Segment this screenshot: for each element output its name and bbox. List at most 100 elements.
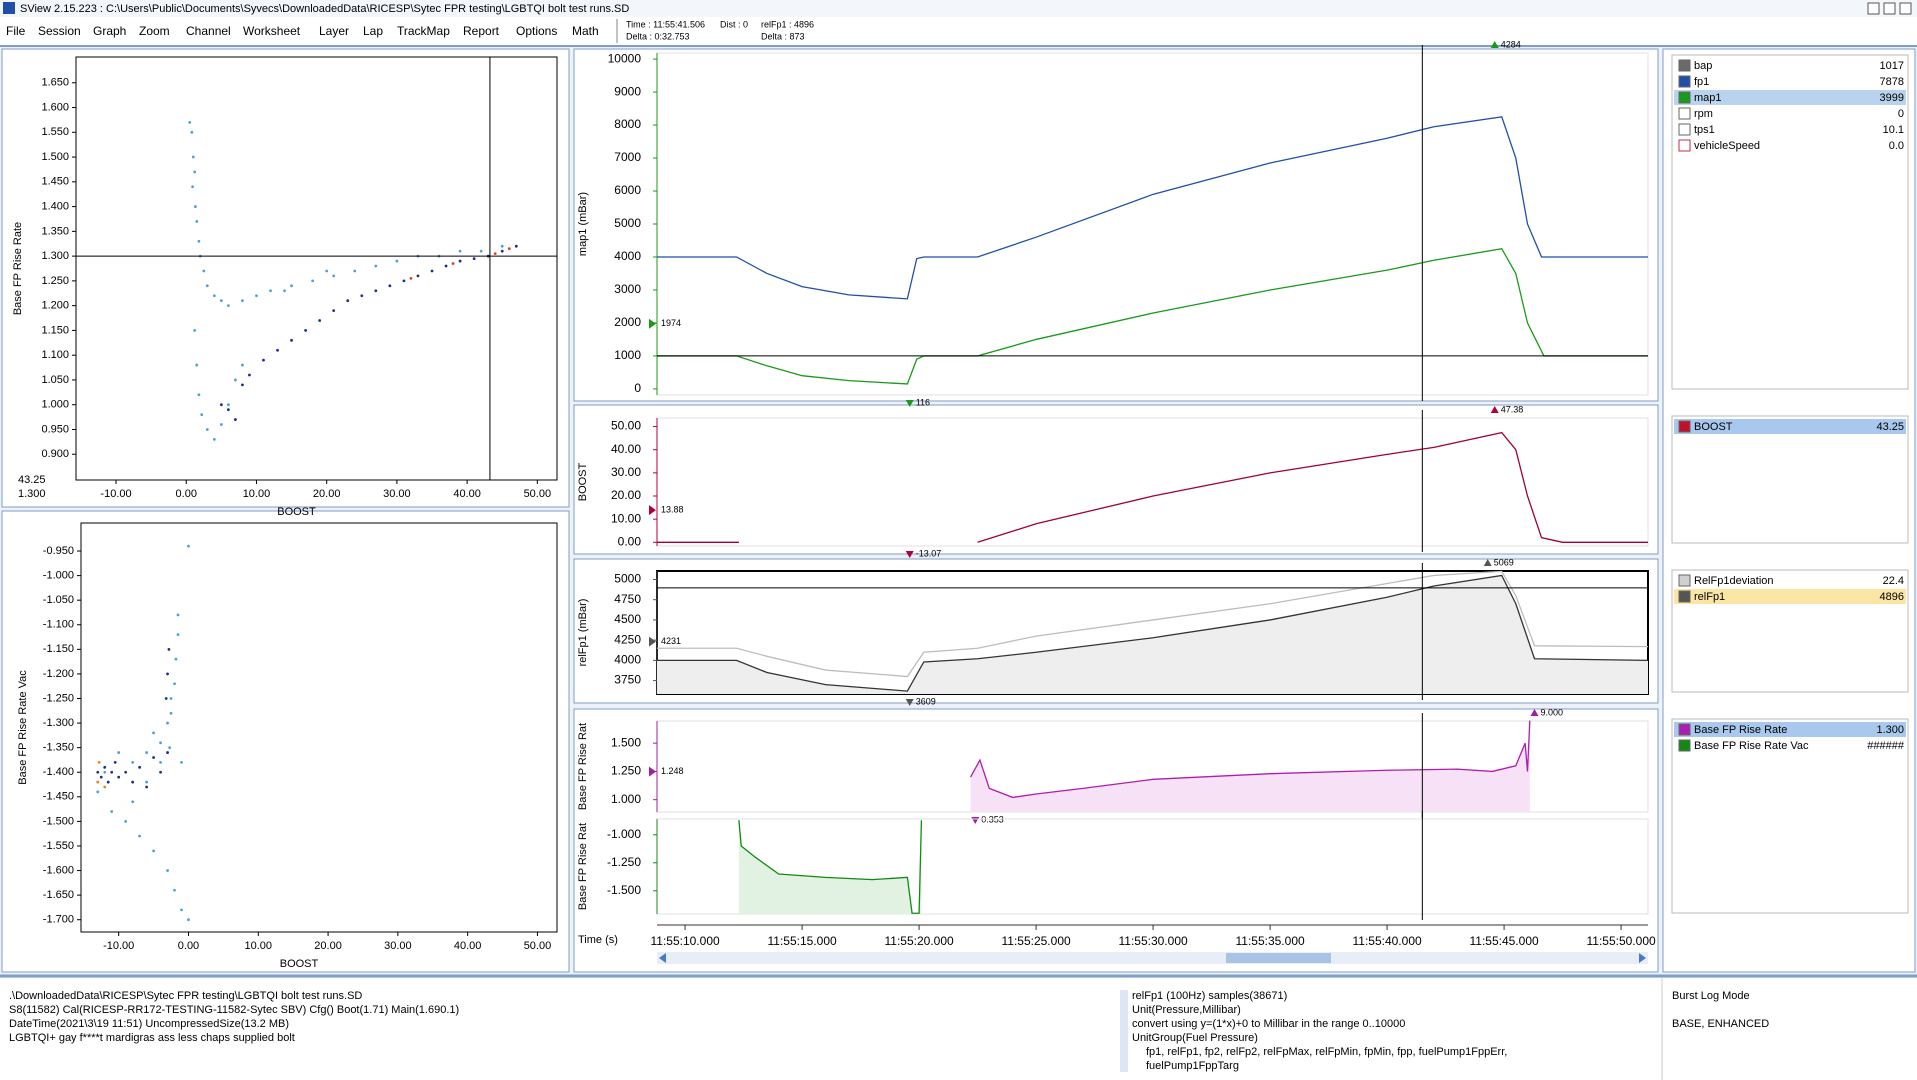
scatter-point: [103, 785, 107, 789]
menu-item[interactable]: Options: [516, 24, 557, 38]
scatter-point: [202, 269, 206, 273]
scrollbar-thumb[interactable]: [1226, 953, 1331, 963]
channel-name[interactable]: tps1: [1694, 124, 1715, 136]
scatter-point: [353, 269, 357, 273]
maximize-button[interactable]: [1883, 2, 1896, 15]
info-scrollbar[interactable]: [1120, 990, 1128, 1072]
app-icon: [3, 2, 15, 14]
status-line: S8(11582) Cal(RICESP-RR172-TESTING-11582…: [9, 1004, 459, 1016]
menu-item[interactable]: Channel: [186, 24, 231, 38]
x-tick-label: -10.00: [100, 488, 131, 500]
channel-name[interactable]: map1: [1694, 92, 1722, 104]
y-tick-label: 1.050: [41, 374, 69, 386]
scatter-point: [174, 657, 178, 661]
y-tick-label: -1.000: [43, 570, 74, 582]
channel-name[interactable]: vehicleSpeed: [1694, 140, 1760, 152]
y-tick-label: 1.450: [41, 176, 69, 188]
scroll-right[interactable]: [1639, 953, 1646, 963]
y-tick-label: 1.300: [41, 250, 69, 262]
cursor-dist: Dist : 0: [720, 19, 748, 29]
annotation-label: 3609: [916, 696, 936, 706]
scatter-point: [248, 373, 251, 377]
channel-swatch: [1678, 739, 1691, 752]
menu-item[interactable]: Session: [38, 24, 81, 38]
scatter-point: [166, 869, 169, 872]
minimize-button[interactable]: [1867, 2, 1880, 15]
scatter-point: [191, 155, 195, 159]
scatter-point: [193, 170, 197, 174]
channel-group: [1671, 415, 1909, 544]
close-button[interactable]: [1899, 2, 1912, 15]
channel-name[interactable]: BOOST: [1694, 421, 1733, 433]
y-tick-label: -0.950: [43, 545, 74, 557]
annotation-label: 4231: [661, 636, 681, 646]
series-group: [657, 431, 1648, 543]
scroll-left[interactable]: [659, 953, 666, 963]
line-chart: 3750 4000 4250 4500 4750 5000 relFp1 (mBar) 506…: [577, 557, 1649, 706]
scatter-point: [241, 363, 244, 367]
scatter-point: [167, 647, 171, 651]
menu-item[interactable]: Zoom: [139, 24, 170, 38]
series-line: [657, 431, 1648, 543]
scatter-point: [212, 294, 216, 298]
y-tick-label: 8000: [614, 117, 641, 131]
annotation-label: 116: [916, 397, 930, 407]
cursor-time: Time : 11:55:41.506: [626, 19, 705, 29]
y-tick-label: -1.550: [43, 840, 74, 852]
plot-area: [80, 522, 558, 933]
scatter-point: [205, 428, 209, 431]
x-tick-label: 40.00: [453, 488, 481, 500]
scatter-point: [430, 269, 434, 273]
x-tick-label: 11:55:15.000: [767, 934, 837, 948]
scatter-point: [241, 299, 244, 303]
scatter-point: [97, 761, 101, 764]
row-highlight: [1674, 419, 1906, 434]
annotation-label: 1974: [661, 318, 681, 328]
channel-name[interactable]: fp1: [1694, 76, 1709, 88]
channel-name[interactable]: Base FP Rise Rate Vac: [1694, 740, 1809, 752]
y-axis-title: relFp1 (mBar): [577, 599, 589, 667]
y-tick-label: 1.100: [41, 349, 69, 361]
scatter-point: [180, 908, 183, 912]
channel-value: 0: [1898, 108, 1904, 120]
annotation-marker: [649, 636, 656, 647]
channel-name[interactable]: relFp1: [1694, 591, 1725, 603]
menu-item[interactable]: Report: [463, 24, 500, 38]
scatter-point: [166, 751, 169, 754]
channel-value: 7878: [1880, 76, 1904, 88]
area-fill: [657, 575, 1648, 694]
y-tick-label: 4750: [614, 592, 641, 606]
channel-name[interactable]: RelFp1deviation: [1694, 575, 1774, 587]
scatter-point: [458, 259, 462, 263]
scatter-point: [197, 239, 201, 243]
scatter-point: [332, 309, 336, 313]
y-tick-label: 1.500: [41, 151, 69, 163]
menu-item[interactable]: Worksheet: [243, 24, 301, 38]
menu-item[interactable]: Graph: [93, 24, 126, 38]
y-axis-title: BOOST: [577, 462, 589, 501]
channel-swatch: [1678, 590, 1691, 603]
y-tick-label: 10000: [608, 51, 642, 65]
annotation-marker: [1483, 559, 1492, 566]
y-tick-label: -1.300: [43, 717, 74, 729]
info-line: fuelPump1FppTarg: [1146, 1060, 1239, 1072]
scatter-point: [131, 800, 135, 804]
channel-name[interactable]: rpm: [1694, 108, 1713, 120]
scatter-point: [138, 765, 142, 769]
channel-name[interactable]: bap: [1694, 60, 1712, 72]
scatter-point: [262, 358, 265, 362]
menu-item[interactable]: TrackMap: [397, 24, 450, 38]
scatter-point: [152, 849, 155, 853]
menu-item[interactable]: Math: [572, 24, 599, 38]
menu-item[interactable]: Layer: [319, 24, 349, 38]
scatter-point: [283, 289, 286, 293]
y-tick-label: 1.550: [41, 126, 69, 138]
y-tick-label: 4000: [614, 653, 641, 667]
annotation-marker: [905, 551, 914, 558]
scrollbar-track[interactable]: [657, 952, 1648, 964]
scatter-point: [276, 348, 279, 352]
menu-item[interactable]: Lap: [363, 24, 383, 38]
channel-name[interactable]: Base FP Rise Rate: [1694, 724, 1787, 736]
menu-item[interactable]: File: [6, 24, 26, 38]
